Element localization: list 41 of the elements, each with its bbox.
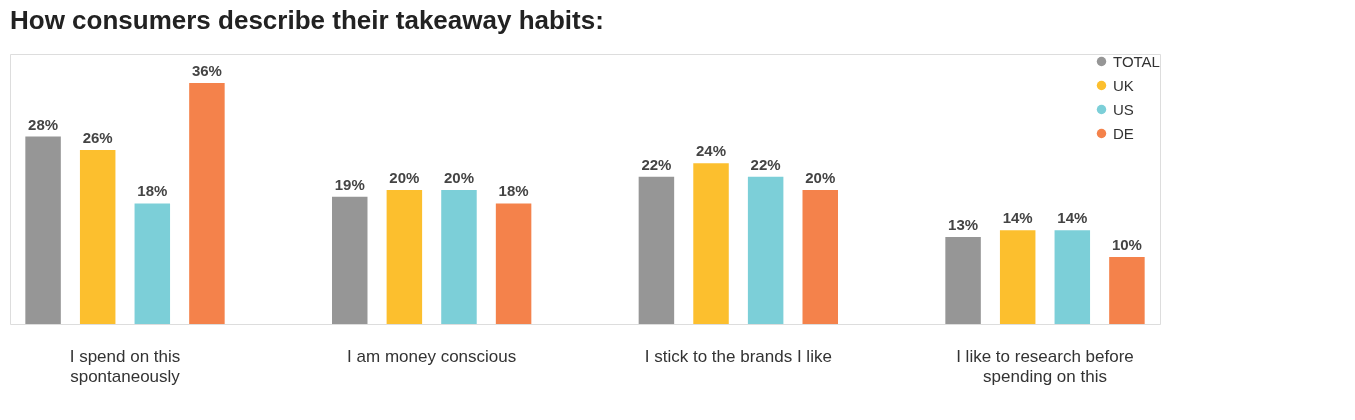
bar <box>386 190 423 324</box>
bar <box>747 176 784 324</box>
data-label: 18% <box>498 182 529 200</box>
data-label: 20% <box>389 169 420 187</box>
legend-label: US <box>1113 100 1134 118</box>
data-label: 14% <box>1057 209 1088 227</box>
bar <box>802 190 838 324</box>
data-label: 24% <box>696 142 727 160</box>
data-label: 20% <box>805 169 836 187</box>
bar <box>1109 257 1145 324</box>
bar <box>693 163 729 324</box>
bar <box>495 203 532 324</box>
legend-label: TOTAL <box>1113 52 1160 70</box>
bar <box>134 203 171 324</box>
data-label: 20% <box>443 169 474 187</box>
bar <box>189 82 225 324</box>
chart-title: How consumers describe their takeaway habits: <box>10 5 604 35</box>
bar <box>638 176 675 324</box>
bar <box>441 190 477 324</box>
data-label: 13% <box>948 215 979 233</box>
data-label: 22% <box>641 155 672 173</box>
bar <box>25 136 61 324</box>
bar <box>999 230 1036 324</box>
bar <box>332 196 368 324</box>
data-label: 10% <box>1111 236 1142 254</box>
data-label: 26% <box>82 128 113 146</box>
data-label: 19% <box>334 175 365 193</box>
x-tick-label: I like to research before spending on this <box>956 347 1134 386</box>
x-tick-label: I spend on this spontaneously <box>69 347 181 386</box>
data-label: 22% <box>750 155 781 173</box>
x-tick-label: I am money conscious <box>347 347 517 366</box>
bar <box>79 149 116 324</box>
x-tick-label: I stick to the brands I like <box>644 347 832 366</box>
legend-label: DE <box>1113 124 1134 142</box>
data-label: 18% <box>137 182 168 200</box>
bar <box>945 236 981 324</box>
bar <box>1054 230 1091 324</box>
data-label: 28% <box>28 115 59 133</box>
data-label: 36% <box>191 61 222 79</box>
data-label: 14% <box>1002 209 1033 227</box>
legend-label: UK <box>1113 76 1134 94</box>
